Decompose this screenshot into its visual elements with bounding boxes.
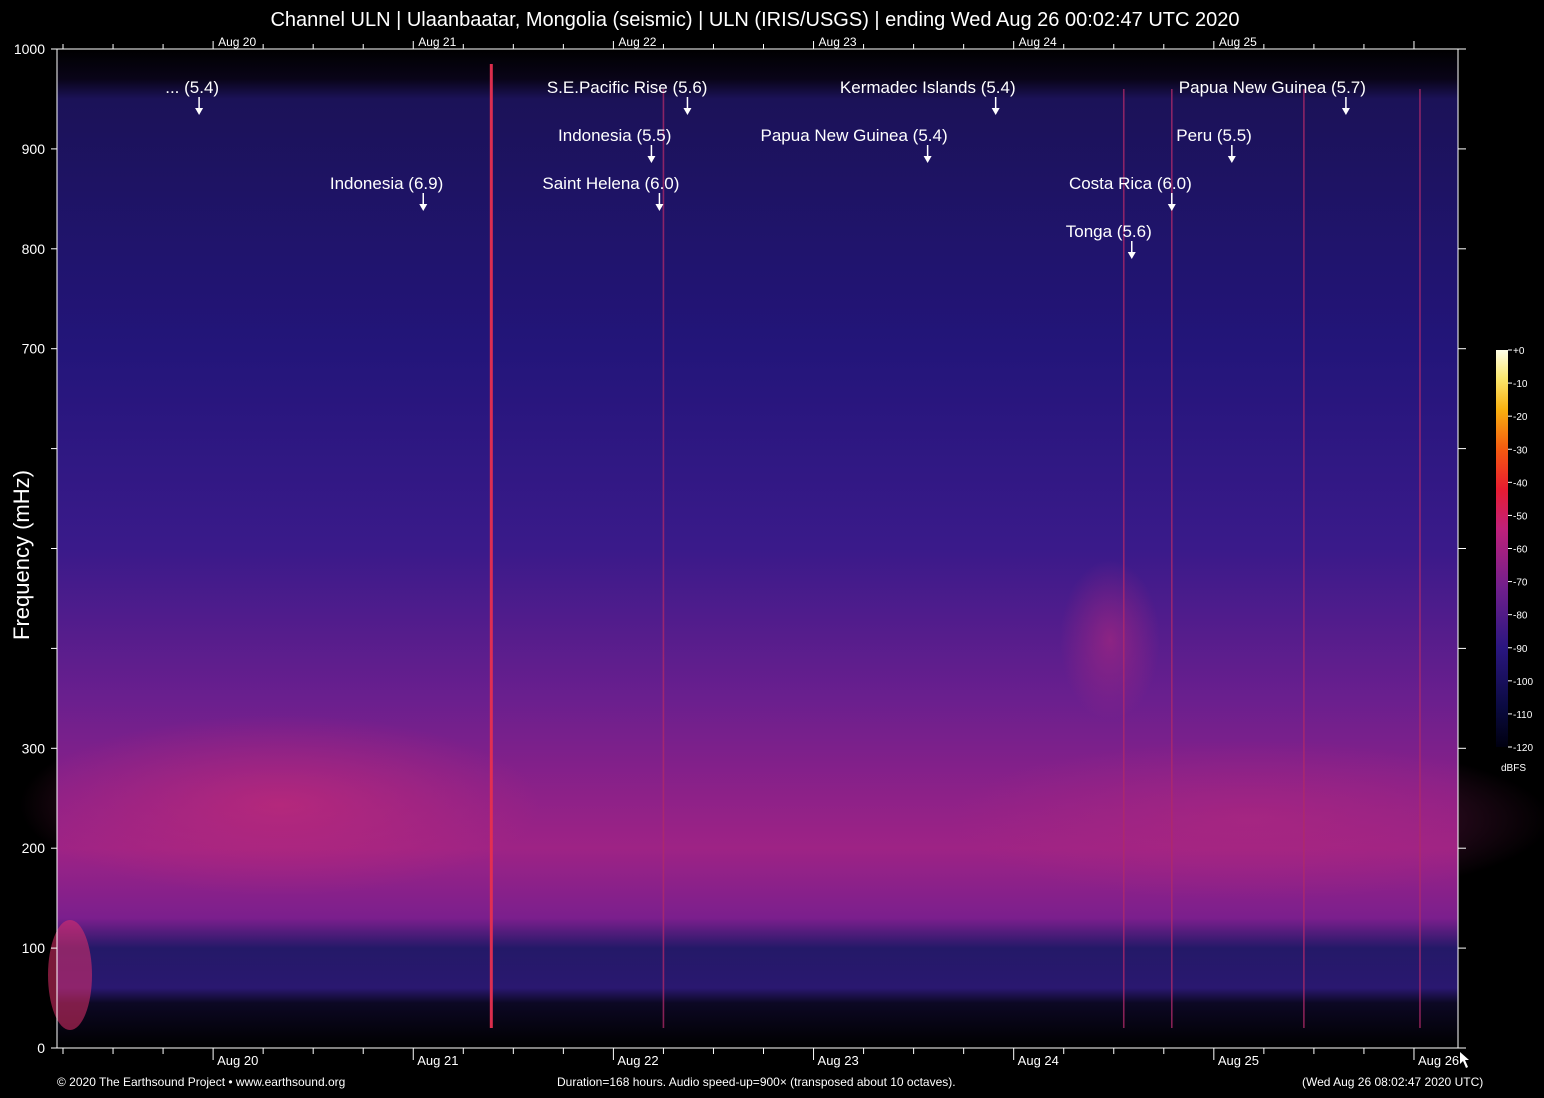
colorbar-tick-label: +0 — [1513, 346, 1525, 357]
event-arrowhead — [419, 204, 428, 211]
x-tick-label: Aug 22 — [617, 1053, 658, 1068]
colorbar-tick-label: -60 — [1513, 545, 1528, 556]
event-arrowhead — [1127, 252, 1136, 259]
axes: 0 100 200 300 700 800 900 1000 Aug 20 Aug 20 Aug 2… — [14, 35, 1469, 1068]
event-label: ... (5.4) — [165, 78, 219, 97]
y-tick-label: 300 — [22, 740, 46, 756]
colorbar-tick-label: -120 — [1513, 743, 1533, 754]
colorbar-tick-label: -110 — [1513, 710, 1533, 721]
y-tick-label: 1000 — [14, 41, 45, 57]
colorbar-tick-label: -10 — [1513, 379, 1528, 390]
event-label: Costa Rica (6.0) — [1069, 174, 1192, 193]
y-tick-label: 800 — [22, 241, 46, 257]
x-tick-label: Aug 25 — [1218, 1053, 1259, 1068]
event-label: Papua New Guinea (5.4) — [761, 126, 948, 145]
colorbar-tick-label: -100 — [1513, 677, 1533, 688]
noise-blob — [950, 740, 1544, 900]
colorbar-tick-label: -70 — [1513, 578, 1528, 589]
y-tick-label: 700 — [22, 341, 46, 357]
event-arrowhead — [1341, 108, 1350, 115]
colorbar-tick-label: -90 — [1513, 644, 1528, 655]
event-label: Indonesia (6.9) — [330, 174, 443, 193]
colorbar-tick-label: -50 — [1513, 511, 1528, 522]
event-annotations: ... (5.4) Indonesia (6.9) Indonesia (5.5) S… — [165, 78, 1366, 259]
noise-blob — [48, 920, 92, 1030]
x-tick-label: Aug 23 — [818, 1053, 859, 1068]
y-tick-label: 900 — [22, 141, 46, 157]
x-tick-label-top: Aug 24 — [1019, 35, 1057, 49]
duration-text: Duration=168 hours. Audio speed-up=900× … — [557, 1075, 956, 1089]
event-label: Tonga (5.6) — [1066, 222, 1152, 241]
spectrogram-heatmap — [20, 49, 1544, 1048]
y-tick-label: 200 — [22, 840, 46, 856]
chart-title: Channel ULN | Ulaanbaatar, Mongolia (sei… — [270, 9, 1240, 31]
event-streaks — [489, 64, 1421, 1028]
noise-blob — [1060, 560, 1160, 720]
x-tick-label-top: Aug 20 — [218, 35, 256, 49]
event-arrowhead — [195, 108, 204, 115]
colorbar-tick-label: -80 — [1513, 611, 1528, 622]
event-arrowhead — [655, 204, 664, 211]
event-label: Kermadec Islands (5.4) — [840, 78, 1016, 97]
x-tick-label: Aug 26 — [1418, 1053, 1459, 1068]
copyright-text: © 2020 The Earthsound Project • www.eart… — [57, 1075, 346, 1089]
event-label: S.E.Pacific Rise (5.6) — [547, 78, 708, 97]
y-tick-label: 100 — [22, 940, 46, 956]
x-tick-label-top: Aug 25 — [1219, 35, 1257, 49]
event-label: Indonesia (5.5) — [558, 126, 671, 145]
x-tick-label-top: Aug 22 — [618, 35, 656, 49]
x-tick-label: Aug 20 — [217, 1053, 258, 1068]
event-arrowhead — [647, 156, 656, 163]
cursor-icon — [1460, 1052, 1469, 1068]
event-label: Peru (5.5) — [1176, 126, 1252, 145]
colorbar: +0 -10 -20 -30 -40 -50 -60 -70 -80 -90 -100 -110 -12… — [1496, 346, 1533, 774]
x-tick-label: Aug 21 — [417, 1053, 458, 1068]
event-arrowhead — [683, 108, 692, 115]
x-tick-label-top: Aug 23 — [819, 35, 857, 49]
event-arrowhead — [923, 156, 932, 163]
colorbar-tick-label: -20 — [1513, 412, 1528, 423]
event-label: Papua New Guinea (5.7) — [1179, 78, 1366, 97]
x-tick-label-top: Aug 21 — [418, 35, 456, 49]
event-label: Saint Helena (6.0) — [542, 174, 679, 193]
colorbar-tick-label: -40 — [1513, 478, 1528, 489]
y-axis-label: Frequency (mHz) — [9, 470, 34, 640]
event-arrowhead — [1227, 156, 1236, 163]
colorbar-unit: dBFS — [1501, 763, 1526, 774]
x-tick-label: Aug 24 — [1018, 1053, 1059, 1068]
y-tick-label: 0 — [37, 1040, 45, 1056]
colorbar-tick-label: -30 — [1513, 445, 1528, 456]
colorbar-gradient — [1496, 350, 1508, 747]
event-arrowhead — [1167, 204, 1176, 211]
noise-blob — [20, 715, 540, 895]
event-arrowhead — [991, 108, 1000, 115]
timestamp-text: (Wed Aug 26 08:02:47 2020 UTC) — [1302, 1075, 1484, 1089]
